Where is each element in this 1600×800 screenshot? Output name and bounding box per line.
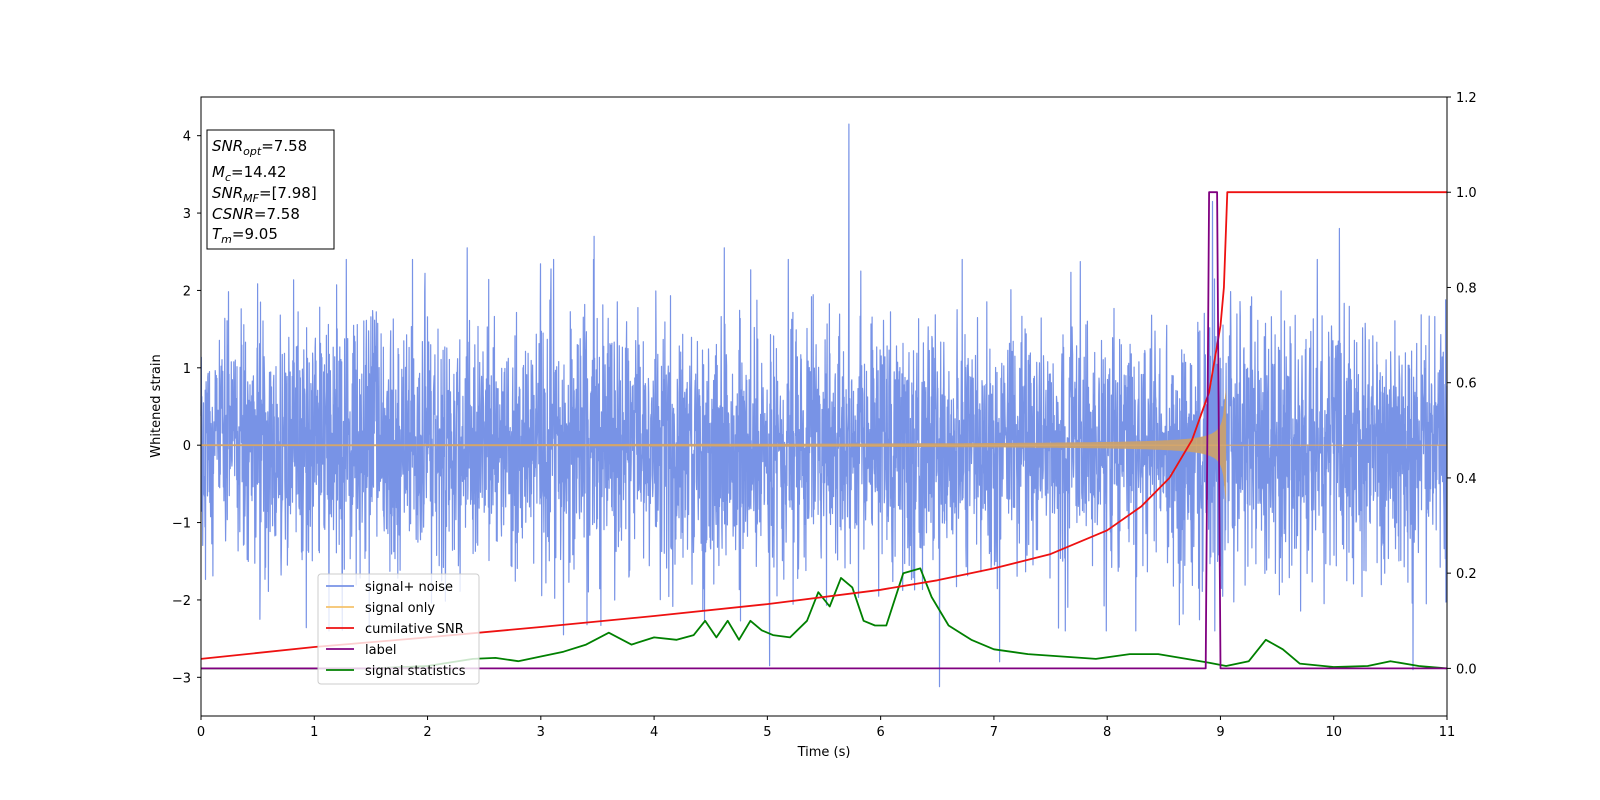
y-axis-ticks: −3 −2 −1 0 1 2 3 4 bbox=[172, 130, 201, 686]
x-tick-label: 5 bbox=[763, 725, 771, 740]
stats-value: =[7.98] bbox=[259, 184, 317, 202]
x-axis-ticks: 0 1 2 3 4 5 6 7 8 9 10 11 bbox=[197, 716, 1455, 740]
label-line bbox=[201, 191, 1447, 670]
x-axis-title: Time (s) bbox=[797, 745, 851, 760]
x-tick-label: 3 bbox=[537, 725, 545, 740]
stats-line-tm: Tm=9.05 bbox=[212, 225, 278, 246]
legend-label: signal statistics bbox=[365, 664, 466, 679]
y-tick-label: −3 bbox=[172, 671, 191, 686]
stats-symbol: T bbox=[212, 225, 223, 243]
stats-subscript: MF bbox=[243, 192, 259, 205]
stats-value: =7.58 bbox=[261, 137, 307, 155]
y2-tick-label: 0.0 bbox=[1456, 662, 1477, 677]
x-tick-label: 9 bbox=[1216, 725, 1224, 740]
stats-subscript: c bbox=[225, 171, 231, 184]
x-tick-label: 2 bbox=[423, 725, 431, 740]
signal-plus-noise-series bbox=[200, 123, 1448, 688]
plot-frame bbox=[200, 96, 1448, 717]
y-tick-label: 4 bbox=[183, 130, 191, 145]
y-tick-label: −1 bbox=[172, 517, 191, 532]
legend-label: signal only bbox=[365, 601, 435, 616]
y-tick-label: 3 bbox=[183, 207, 191, 222]
stats-symbol: CSNR bbox=[212, 205, 254, 223]
stats-subscript: opt bbox=[243, 145, 262, 158]
signal-plus-noise-line bbox=[200, 123, 1448, 688]
x-tick-label: 7 bbox=[990, 725, 998, 740]
legend: signal+ noise signal only cumilative SNR la… bbox=[317, 573, 480, 685]
stats-box: SNRopt=7.58 Mc=14.42 SNRMF=[7.98] CSNR=7… bbox=[206, 129, 335, 250]
stats-subscript: m bbox=[221, 233, 232, 246]
x-tick-label: 0 bbox=[197, 725, 205, 740]
x-tick-label: 11 bbox=[1439, 725, 1456, 740]
stats-line-snr-opt: SNRopt=7.58 bbox=[212, 137, 307, 158]
y2-tick-label: 0.4 bbox=[1456, 472, 1477, 487]
y-axis-title: Whitened strain bbox=[149, 354, 164, 457]
signal-statistics-line bbox=[201, 567, 1448, 670]
stats-symbol: M bbox=[212, 163, 225, 181]
x-tick-label: 6 bbox=[876, 725, 884, 740]
y2-tick-label: 0.8 bbox=[1456, 281, 1477, 296]
y2-axis-ticks: 0.0 0.2 0.4 0.6 0.8 1.0 1.2 bbox=[1447, 91, 1477, 677]
x-tick-label: 4 bbox=[650, 725, 658, 740]
stats-box-frame bbox=[206, 129, 335, 250]
stats-line-csnr: CSNR=7.58 bbox=[212, 205, 300, 223]
x-tick-label: 1 bbox=[310, 725, 318, 740]
legend-label: cumilative SNR bbox=[365, 622, 464, 637]
stats-value: =7.58 bbox=[254, 205, 300, 223]
y2-tick-label: 0.6 bbox=[1456, 377, 1477, 392]
stats-value: =14.42 bbox=[231, 163, 287, 181]
y-tick-label: −2 bbox=[172, 594, 191, 609]
x-tick-label: 8 bbox=[1103, 725, 1111, 740]
y-tick-label: 0 bbox=[183, 439, 191, 454]
cumilative-snr-line bbox=[200, 191, 1447, 660]
stats-line-snr-mf: SNRMF=[7.98] bbox=[212, 184, 317, 205]
stats-symbol: SNR bbox=[212, 184, 243, 202]
stats-value: =9.05 bbox=[232, 225, 278, 243]
legend-frame bbox=[317, 573, 480, 685]
stats-symbol: SNR bbox=[212, 137, 243, 155]
y-tick-label: 2 bbox=[183, 284, 191, 299]
x-tick-label: 10 bbox=[1325, 725, 1342, 740]
legend-label: label bbox=[365, 643, 396, 658]
y2-tick-label: 1.0 bbox=[1456, 186, 1477, 201]
stats-line-mc: Mc=14.42 bbox=[212, 163, 287, 184]
y-tick-label: 1 bbox=[183, 362, 191, 377]
right-axis-series bbox=[200, 191, 1448, 670]
y2-tick-label: 1.2 bbox=[1456, 91, 1477, 106]
legend-label: signal+ noise bbox=[365, 580, 453, 595]
signal-only-series bbox=[201, 387, 1447, 504]
y2-tick-label: 0.2 bbox=[1456, 567, 1477, 582]
